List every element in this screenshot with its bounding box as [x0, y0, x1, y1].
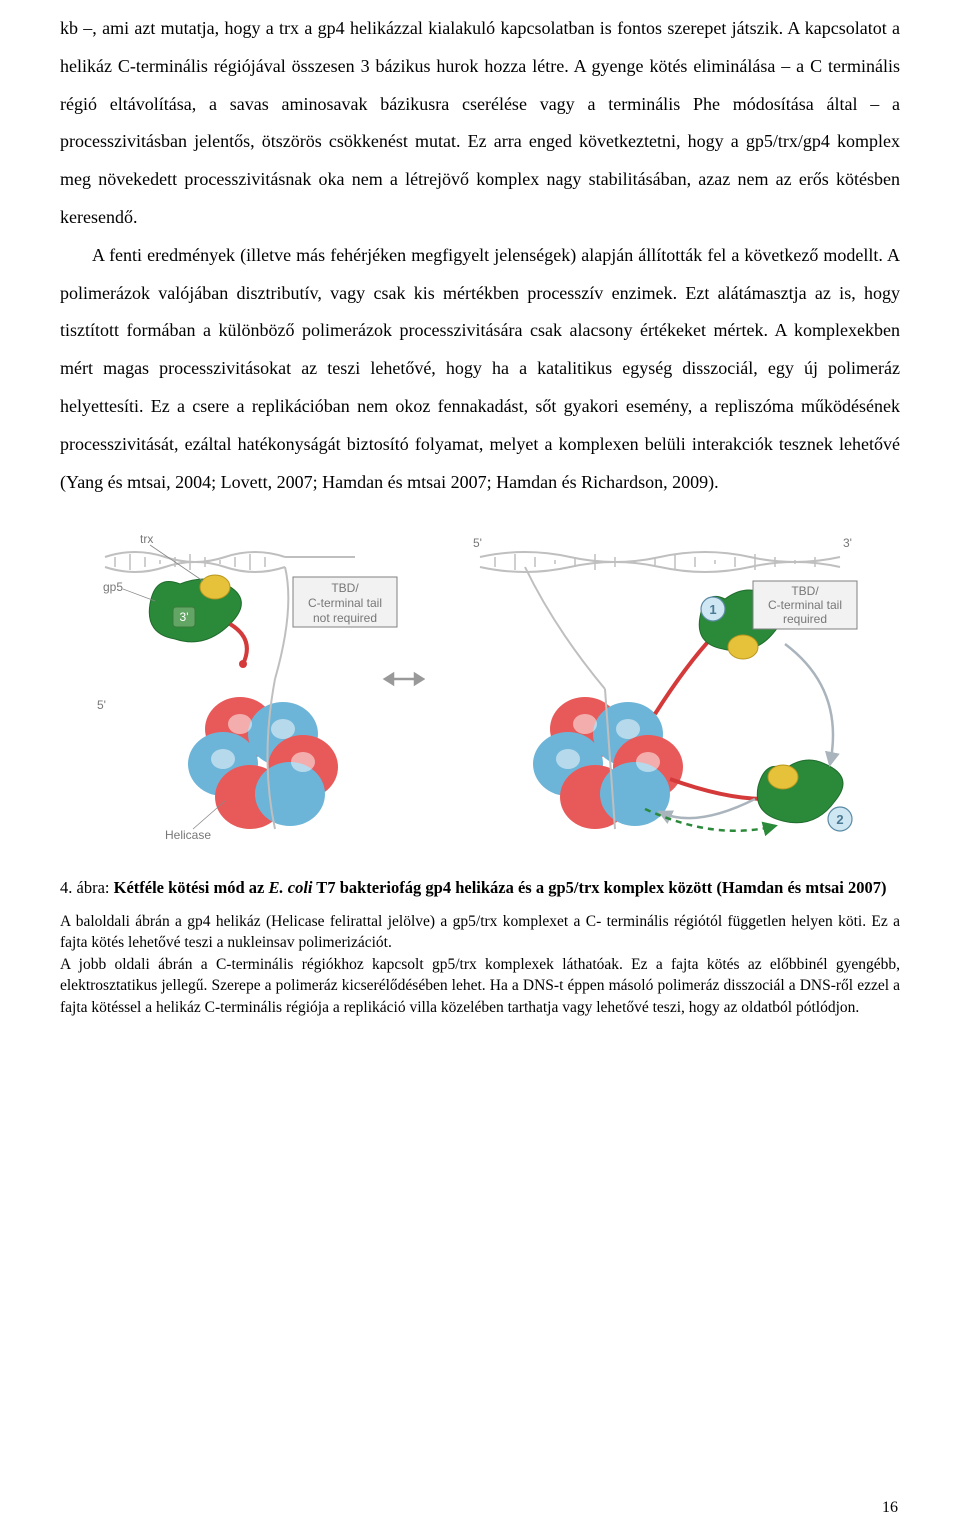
figure-4: 3' TBD/ C-termina — [60, 529, 900, 854]
helicase-label-left: Helicase — [165, 828, 211, 842]
trx-shape-left — [200, 575, 230, 599]
caption-lead: 4. ábra: — [60, 878, 114, 897]
circle-1-label: 1 — [709, 602, 716, 617]
figure-caption-title: 4. ábra: Kétféle kötési mód az E. coli T… — [60, 876, 900, 901]
figure-left-panel: 3' TBD/ C-termina — [95, 529, 425, 854]
tbd-box-left-line2: C-terminal tail — [308, 596, 382, 610]
trx-shape-right-2 — [768, 765, 798, 789]
figure-caption-body: A baloldali ábrán a gp4 helikáz (Helicas… — [60, 911, 900, 1018]
tbd-box-left-line3: not required — [313, 611, 377, 625]
tbd-box-right-line3: required — [783, 612, 827, 626]
gp5-label-left: gp5 — [103, 580, 123, 594]
figure-right-panel: 1 2 TBD/ C-terminal tail — [465, 529, 865, 854]
caption-bold-a: Kétféle kötési mód az — [114, 878, 269, 897]
page-number: 16 — [882, 1499, 898, 1517]
trx-label-left: trx — [140, 532, 153, 546]
helicase-shape-left — [188, 697, 338, 829]
trx-shape-right-1 — [728, 635, 758, 659]
three-prime-label-right: 3' — [843, 536, 852, 550]
tbd-box-right-line2: C-terminal tail — [768, 598, 842, 612]
caption-bold-b: T7 bakteriofág gp4 helikáza és a gp5/trx… — [312, 878, 886, 897]
paragraph-2: A fenti eredmények (illetve más fehérjék… — [60, 237, 900, 502]
five-prime-label-right: 5' — [473, 536, 482, 550]
tbd-box-right-line1: TBD/ — [791, 584, 819, 598]
paragraph-1: kb –, ami azt mutatja, hogy a trx a gp4 … — [60, 10, 900, 237]
three-prime-label-left-small: 3' — [180, 610, 189, 624]
five-prime-label-left: 5' — [97, 698, 106, 712]
tbd-box-left-line1: TBD/ — [331, 581, 359, 595]
helicase-shape-right — [533, 697, 683, 829]
circle-2-label: 2 — [836, 812, 843, 827]
caption-ital: E. coli — [268, 878, 312, 897]
